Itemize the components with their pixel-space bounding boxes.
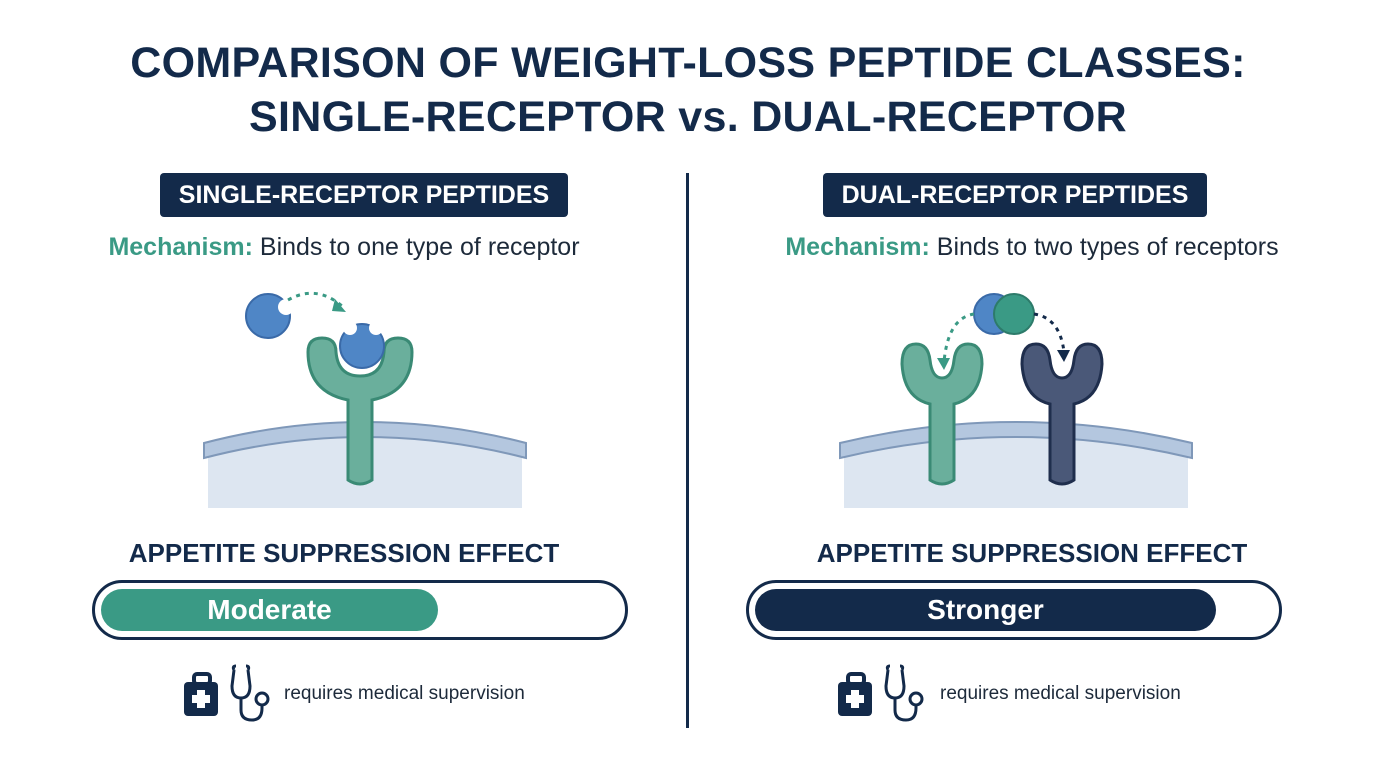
single-receptor-panel: SINGLE-RECEPTOR PEPTIDES Mechanism: Bind… <box>0 173 688 724</box>
effect-bar: Stronger <box>746 580 1282 640</box>
effect-heading: APPETITE SUPPRESSION EFFECT <box>816 538 1248 568</box>
note-text: requires medical supervision <box>940 683 1181 704</box>
single-mechanism: Mechanism: Binds to one type of receptor <box>0 230 688 264</box>
effect-bar: Moderate <box>92 580 628 640</box>
mechanism-text: Binds to two types of receptors <box>936 233 1279 261</box>
page-title: COMPARISON OF WEIGHT-LOSS PEPTIDE CLASSE… <box>0 36 1376 144</box>
receptor-2-icon <box>1020 342 1104 486</box>
dual-peptide-teal-half <box>993 293 1035 335</box>
note-text: requires medical supervision <box>284 683 525 704</box>
dual-receptor-panel: DUAL-RECEPTOR PEPTIDES Mechanism: Binds … <box>688 0 1376 768</box>
cell-membrane <box>203 421 527 460</box>
supervision-note: requires medical supervision <box>182 664 562 724</box>
receptor-icon <box>306 336 414 486</box>
center-divider <box>686 173 689 728</box>
medical-icons <box>184 664 270 722</box>
medical-kit-icon <box>838 672 872 716</box>
dual-mechanism: Mechanism: Binds to two types of recepto… <box>688 230 1376 264</box>
title-line-1: COMPARISON OF WEIGHT-LOSS PEPTIDE CLASSE… <box>130 39 1246 87</box>
mechanism-label: Mechanism: <box>785 233 930 261</box>
effect-bar-fill: Moderate <box>101 589 438 631</box>
effect-heading: APPETITE SUPPRESSION EFFECT <box>128 538 560 568</box>
supervision-note: requires medical supervision <box>836 664 1216 724</box>
stethoscope-icon <box>230 664 270 722</box>
arrow-to-receptor-2-icon <box>1033 312 1066 353</box>
mechanism-text: Binds to one type of receptor <box>259 233 580 261</box>
dual-receptor-illustration <box>839 293 1193 508</box>
effect-bar-fill: Stronger <box>755 589 1216 631</box>
medical-kit-icon <box>184 672 218 716</box>
bound-peptide-icon <box>339 323 385 369</box>
receptor-1-icon <box>900 342 984 486</box>
mechanism-label: Mechanism: <box>108 233 253 261</box>
dual-receptor-header: DUAL-RECEPTOR PEPTIDES <box>823 173 1207 217</box>
stethoscope-icon <box>884 664 924 722</box>
title-line-2: SINGLE-RECEPTOR vs. DUAL-RECEPTOR <box>249 93 1127 141</box>
binding-arrow-icon <box>287 291 343 308</box>
single-receptor-header: SINGLE-RECEPTOR PEPTIDES <box>160 173 568 217</box>
medical-icons <box>838 664 924 722</box>
single-receptor-illustration <box>203 291 527 508</box>
